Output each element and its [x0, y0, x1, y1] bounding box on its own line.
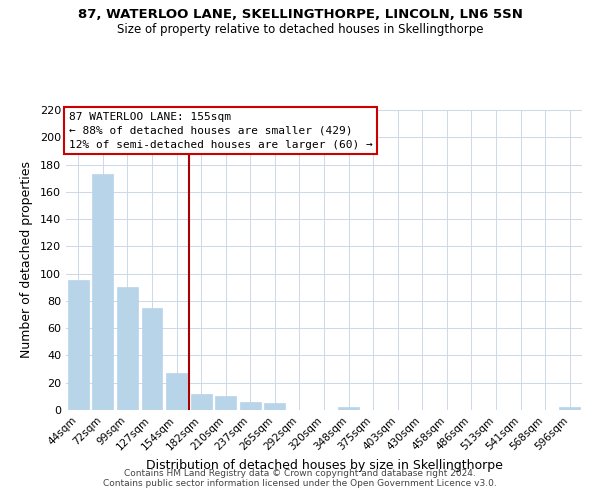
Bar [559, 408, 580, 410]
Bar [117, 288, 138, 410]
Y-axis label: Number of detached properties: Number of detached properties [20, 162, 33, 358]
Bar [215, 396, 236, 410]
Bar [68, 280, 89, 410]
Text: 87 WATERLOO LANE: 155sqm
← 88% of detached houses are smaller (429)
12% of semi-: 87 WATERLOO LANE: 155sqm ← 88% of detach… [68, 112, 373, 150]
Bar [92, 174, 113, 410]
Text: Contains public sector information licensed under the Open Government Licence v3: Contains public sector information licen… [103, 478, 497, 488]
Text: Contains HM Land Registry data © Crown copyright and database right 2024.: Contains HM Land Registry data © Crown c… [124, 468, 476, 477]
Text: 87, WATERLOO LANE, SKELLINGTHORPE, LINCOLN, LN6 5SN: 87, WATERLOO LANE, SKELLINGTHORPE, LINCO… [77, 8, 523, 20]
Bar [142, 308, 163, 410]
Bar [265, 403, 286, 410]
X-axis label: Distribution of detached houses by size in Skellingthorpe: Distribution of detached houses by size … [146, 458, 502, 471]
Bar [338, 408, 359, 410]
Bar [191, 394, 212, 410]
Bar [166, 373, 187, 410]
Bar [240, 402, 261, 410]
Text: Size of property relative to detached houses in Skellingthorpe: Size of property relative to detached ho… [117, 22, 483, 36]
